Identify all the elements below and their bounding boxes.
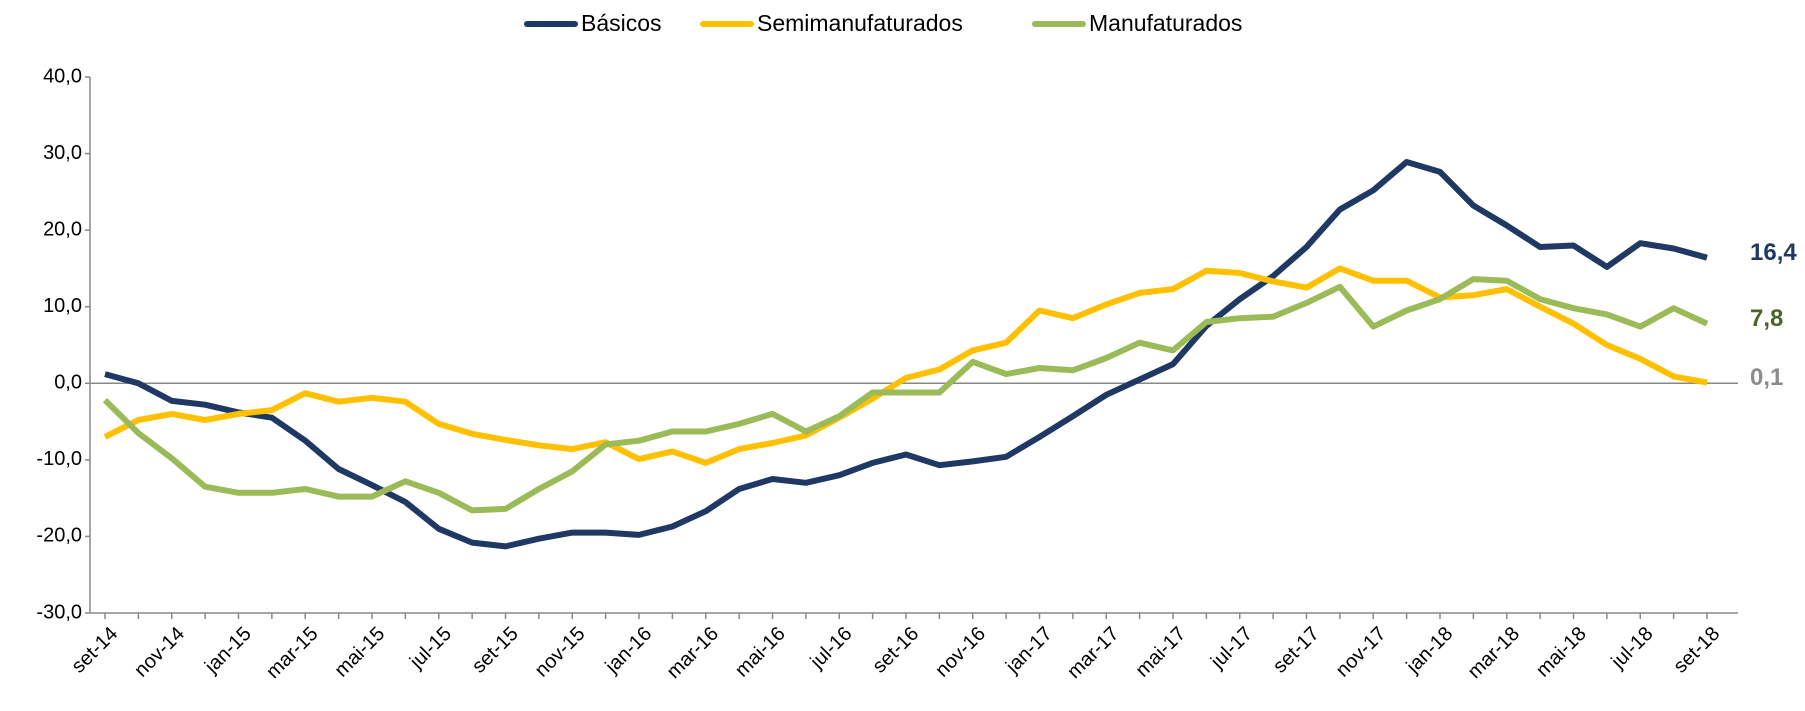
x-tick-label: nov-16 [931, 623, 990, 682]
x-tick-label: mar-18 [1464, 623, 1524, 683]
series-line [103, 265, 1708, 466]
legend-label: Básicos [581, 10, 662, 36]
y-tick-label: 10,0 [43, 295, 82, 317]
x-tick-label: mai-15 [330, 623, 389, 682]
end-label: 0,1 [1750, 364, 1783, 391]
y-tick-label: 0,0 [54, 372, 82, 394]
x-tick-label: mar-15 [262, 623, 322, 683]
x-tick-label: mai-18 [1532, 623, 1591, 682]
x-tick-label: set-18 [1669, 623, 1724, 678]
y-tick-label: 20,0 [43, 218, 82, 240]
x-tick-label: mar-16 [663, 623, 723, 683]
x-tick-label: nov-17 [1332, 623, 1391, 682]
y-tick-label: -30,0 [36, 601, 82, 623]
x-tick-label: nov-15 [531, 623, 590, 682]
x-tick-label: jul-15 [405, 623, 456, 674]
x-tick-label: set-17 [1269, 623, 1324, 678]
y-tick-label: 30,0 [43, 142, 82, 164]
y-tick-label: 40,0 [43, 65, 82, 87]
y-tick-label: -20,0 [36, 525, 82, 547]
series-line [104, 159, 1708, 550]
end-label: 16,4 [1750, 239, 1797, 266]
legend-label: Manufaturados [1089, 10, 1242, 36]
x-tick-label: jul-16 [806, 623, 857, 674]
x-tick-label: mai-17 [1131, 623, 1190, 682]
x-tick-label: set-14 [67, 623, 122, 678]
x-tick-label: jan-18 [1402, 623, 1458, 679]
x-tick-label: set-16 [868, 623, 923, 678]
series-line [102, 276, 1709, 514]
legend-label: Semimanufaturados [757, 10, 963, 36]
x-tick-label: jan-16 [601, 623, 657, 679]
end-label: 7,8 [1750, 305, 1783, 332]
x-tick-label: jan-17 [1001, 623, 1057, 679]
y-tick-label: -10,0 [36, 448, 82, 470]
x-tick-label: mai-16 [731, 623, 790, 682]
x-tick-label: jul-18 [1607, 623, 1658, 674]
x-tick-label: nov-14 [130, 623, 189, 682]
x-tick-label: jan-15 [200, 623, 256, 679]
x-tick-label: mar-17 [1063, 623, 1123, 683]
x-tick-label: set-15 [468, 623, 523, 678]
x-tick-label: jul-17 [1206, 623, 1257, 674]
